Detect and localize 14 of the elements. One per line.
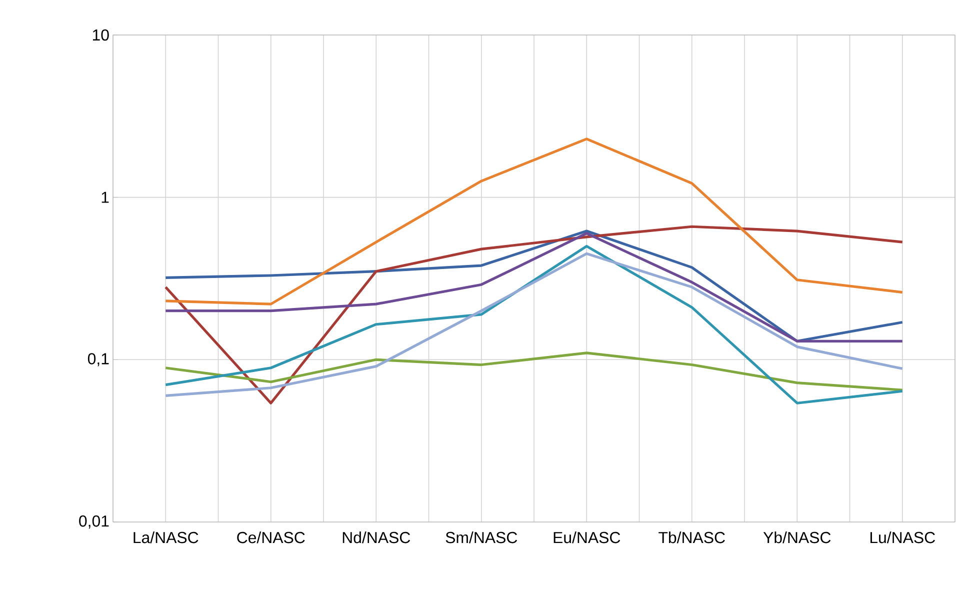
y-tick-label: 1 [102,192,109,203]
y-tick-label: 10 [92,29,109,41]
line-series [164,352,904,392]
x-tick-label: Sm/NASC [446,532,518,544]
line-series [164,138,904,306]
x-tick-label: La/NASC [134,532,198,544]
x-tick-label: Tb/NASC [658,532,725,544]
y-tick-label: 0,1 [88,353,109,366]
x-tick-label: Eu/NASC [554,532,620,544]
x-tick-label: Lu/NASC [870,532,935,544]
y-tick-label: 0,01 [79,515,109,529]
x-tick-label: Ce/NASC [237,532,305,544]
x-tick-label: Yb/NASC [763,532,831,544]
x-tick-label: Nd/NASC [342,532,410,544]
